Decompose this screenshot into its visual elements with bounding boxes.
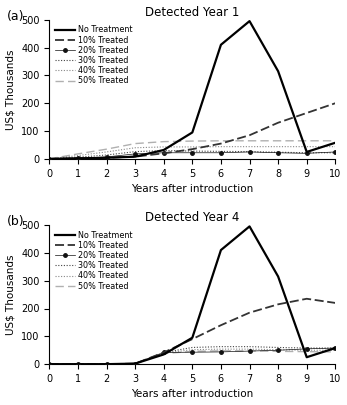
Y-axis label: US$ Thousands: US$ Thousands [6, 49, 16, 130]
X-axis label: Years after introduction: Years after introduction [131, 184, 253, 194]
Text: (b): (b) [7, 215, 24, 228]
Y-axis label: US$ Thousands: US$ Thousands [6, 254, 16, 335]
Legend: No Treatment, 10% Treated, 20% Treated, 30% Treated, 40% Treated, 50% Treated: No Treatment, 10% Treated, 20% Treated, … [53, 229, 134, 292]
Legend: No Treatment, 10% Treated, 20% Treated, 30% Treated, 40% Treated, 50% Treated: No Treatment, 10% Treated, 20% Treated, … [53, 24, 134, 87]
X-axis label: Years after introduction: Years after introduction [131, 390, 253, 399]
Title: Detected Year 4: Detected Year 4 [145, 211, 239, 224]
Text: (a): (a) [7, 10, 24, 23]
Title: Detected Year 1: Detected Year 1 [145, 6, 239, 19]
